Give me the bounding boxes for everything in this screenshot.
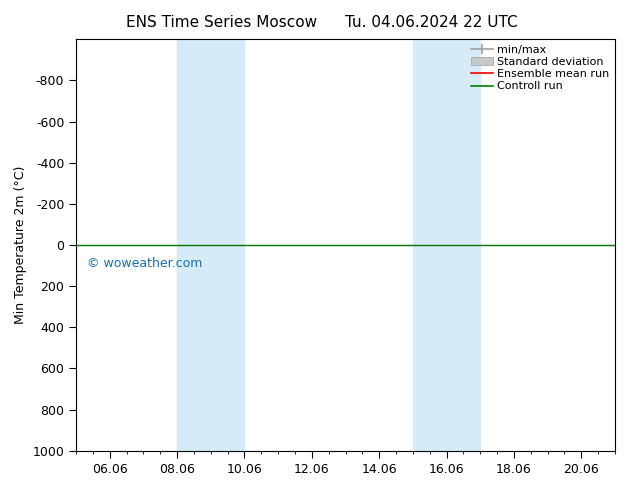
Legend: min/max, Standard deviation, Ensemble mean run, Controll run: min/max, Standard deviation, Ensemble me… [469,43,612,94]
Text: ENS Time Series Moscow: ENS Time Series Moscow [126,15,318,30]
Bar [177,39,245,451]
Y-axis label: Min Temperature 2m (°C): Min Temperature 2m (°C) [14,166,27,324]
Text: Tu. 04.06.2024 22 UTC: Tu. 04.06.2024 22 UTC [345,15,517,30]
Text: © woweather.com: © woweather.com [87,257,202,270]
Bar [413,39,481,451]
